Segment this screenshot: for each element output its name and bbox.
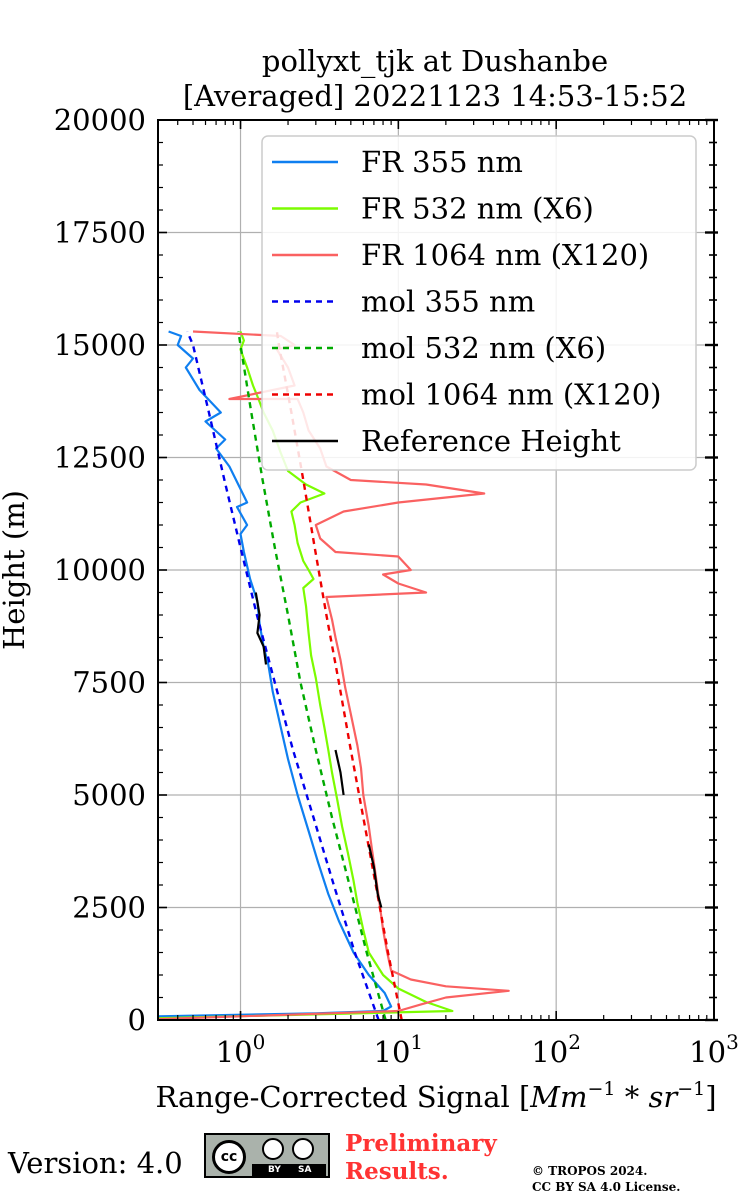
legend-label-mol-355-nm: mol 355 nm xyxy=(361,285,535,319)
share-alike-icon xyxy=(292,1138,314,1160)
cc-license-strip: BY SA xyxy=(252,1164,326,1176)
y-tick-label: 20000 xyxy=(54,103,146,137)
preliminary-notice: Preliminary Results. xyxy=(345,1130,497,1185)
x-tick-label: 101 xyxy=(374,1030,424,1069)
cc-logo-icon: cc xyxy=(212,1140,246,1174)
cc-license-badge[interactable]: cc BY SA xyxy=(204,1133,330,1178)
series-line-reference-height xyxy=(334,749,345,796)
chart-title-line1: pollyxt_tjk at Dushanbe xyxy=(262,44,608,79)
y-tick-label: 7500 xyxy=(72,666,146,700)
chart-title-line2: [Averaged] 20221123 14:53-15:52 xyxy=(183,79,687,113)
legend-label-mol-1064-nm-x120: mol 1064 nm (X120) xyxy=(361,378,662,412)
version-label: Version: 4.0 xyxy=(8,1146,183,1180)
y-tick-label: 17500 xyxy=(54,216,146,250)
copyright-notice: © TROPOS 2024. CC BY SA 4.0 License. xyxy=(532,1164,681,1194)
y-tick-label: 0 xyxy=(128,1003,146,1037)
attribution-person-icon xyxy=(262,1138,284,1160)
x-tick-label: 102 xyxy=(531,1030,581,1069)
legend-box xyxy=(261,135,697,471)
legend-label-reference-height: Reference Height xyxy=(361,424,621,458)
x-axis-label: Range-Corrected Signal [Mm−1 * sr−1] xyxy=(155,1078,716,1114)
axis-ticks: 100 101 102 103 0 2500 5000 7500 10000 12500 15000… xyxy=(54,103,739,1069)
legend-label-mol-532-nm-x6: mol 532 nm (X6) xyxy=(361,331,606,365)
y-tick-label: 15000 xyxy=(54,328,146,362)
y-axis-label: Height (m) xyxy=(0,490,31,650)
series-line-reference-height xyxy=(254,592,268,665)
y-tick-label: 12500 xyxy=(54,441,146,475)
series-line-mol-355-nm xyxy=(186,331,380,1021)
series-line-reference-height xyxy=(367,844,383,908)
y-tick-label: 5000 xyxy=(72,778,146,812)
x-tick-label: 103 xyxy=(689,1030,739,1069)
legend: FR 355 nm FR 532 nm (X6) FR 1064 nm (X120)… xyxy=(261,135,697,471)
legend-label-fr-355-nm: FR 355 nm xyxy=(361,145,523,179)
y-tick-label: 2500 xyxy=(72,891,146,925)
legend-label-fr-532-nm-x6: FR 532 nm (X6) xyxy=(361,192,594,226)
x-tick-label: 100 xyxy=(216,1030,266,1069)
y-tick-label: 10000 xyxy=(54,553,146,587)
legend-label-fr-1064-nm-x120: FR 1064 nm (X120) xyxy=(361,238,649,272)
